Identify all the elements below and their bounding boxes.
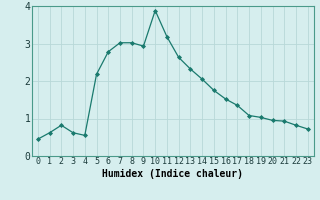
X-axis label: Humidex (Indice chaleur): Humidex (Indice chaleur) — [102, 169, 243, 179]
